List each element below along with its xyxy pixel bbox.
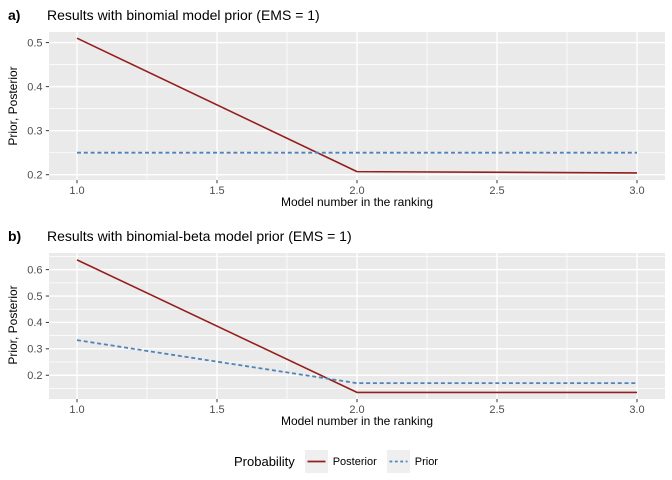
chart-a-y-axis-title: Prior, Posterior [6,66,20,146]
posterior-line-key-icon [304,450,328,473]
chart-a-gridlines [49,32,665,180]
chart-b-x-axis-title: Model number in the ranking [280,414,434,428]
chart-b-title: Results with binomial-beta model prior (… [47,228,352,244]
panel-label-a: a) [8,7,21,23]
legend: Probability Posterior Prior [0,450,672,473]
x-tick-label: 1.0 [69,185,84,197]
x-tick-label: 2.5 [489,185,504,197]
legend-item-posterior: Posterior [304,450,377,473]
prior-line-key-icon [386,450,410,473]
x-tick-label: 1.5 [209,185,224,197]
legend-label-prior: Prior [414,455,438,468]
chart-b-gridlines [49,253,665,399]
x-tick-label: 1.0 [69,404,84,416]
chart-a-axes: 1.0 1.5 2.0 2.5 3.00.20.30.40.5 [27,37,644,197]
chart-a-title: Results with binomial model prior (EMS =… [47,7,320,23]
posterior-line-b [76,259,637,394]
y-tick-label: 0.4 [27,317,42,329]
panel-label-b: b) [8,228,22,244]
x-tick-label: 2.5 [489,404,504,416]
legend-item-prior: Prior [386,450,438,473]
legend-title: Probability [234,454,295,469]
y-tick-label: 0.5 [27,37,42,49]
y-tick-label: 0.3 [27,344,42,356]
posterior-line-a [76,37,638,174]
chart-a-panel [49,32,665,180]
chart-b-y-axis-title: Prior, Posterior [6,285,20,365]
chart-b-axes: 1.0 1.5 2.0 2.5 3.00.20.30.40.50.6 [27,264,644,416]
y-tick-label: 0.3 [27,125,42,137]
y-tick-label: 0.5 [27,291,42,303]
y-tick-label: 0.4 [27,81,42,93]
x-tick-label: 3.0 [629,185,644,197]
chart-b-panel [49,253,665,399]
y-tick-label: 0.2 [27,170,42,182]
chart-a-x-axis-title: Model number in the ranking [280,195,434,209]
prior-line-b [76,339,637,385]
x-tick-label: 3.0 [629,404,644,416]
x-tick-label: 1.5 [209,404,224,416]
y-tick-label: 0.6 [27,264,42,276]
y-tick-label: 0.2 [27,370,42,382]
legend-label-posterior: Posterior [332,455,377,468]
